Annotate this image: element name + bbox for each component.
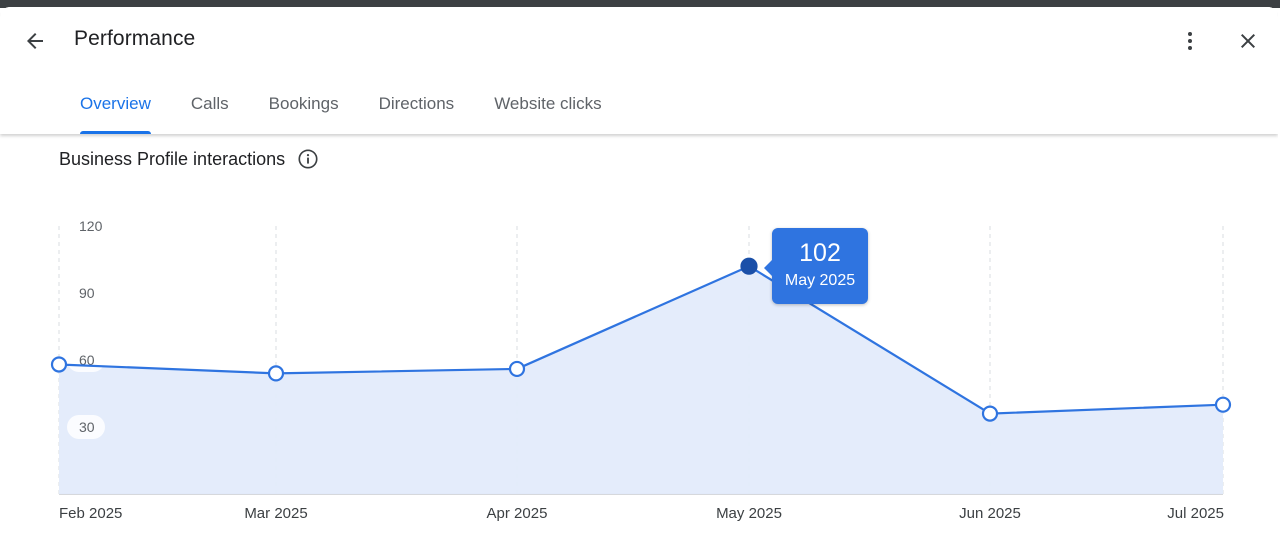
y-tick-label: 120 [79, 218, 103, 234]
backdrop-strip [0, 0, 1280, 8]
tab-overview[interactable]: Overview [60, 79, 171, 134]
tab-bar: Overview Calls Bookings Directions Websi… [60, 79, 622, 134]
more-vert-icon [1188, 32, 1192, 50]
more-options-button[interactable] [1173, 24, 1207, 58]
y-tick-backdrop [67, 415, 105, 439]
x-tick-label: Mar 2025 [244, 505, 307, 522]
x-tick-label: Jul 2025 [1167, 505, 1224, 522]
dialog-header: Performance Overview Calls Bookings Dire… [0, 7, 1278, 134]
back-button[interactable] [18, 24, 52, 58]
x-tick-label: May 2025 [716, 505, 782, 522]
y-tick-120: 120 [79, 218, 103, 234]
info-icon[interactable] [297, 148, 319, 170]
tab-website-clicks[interactable]: Website clicks [494, 94, 602, 113]
close-button[interactable] [1231, 24, 1265, 58]
performance-dialog: Performance Overview Calls Bookings Dire… [0, 7, 1278, 552]
series-line [58, 265, 1224, 415]
y-tick-30: 30 [67, 415, 105, 439]
x-tick-label: Feb 2025 [59, 505, 122, 522]
y-tick-label: 90 [79, 285, 95, 301]
x-tick-label: Apr 2025 [487, 505, 548, 522]
y-tick-label: 30 [79, 419, 95, 435]
tab-bookings[interactable]: Bookings [268, 94, 339, 113]
data-point-jun-2025[interactable] [981, 405, 999, 422]
tooltip-value: 102 [799, 239, 841, 267]
page-title: Performance [74, 27, 196, 50]
chart-tooltip: 102 May 2025 [764, 228, 868, 304]
data-point-mar-2025[interactable] [267, 365, 285, 382]
data-point-jul-2025[interactable] [1214, 396, 1232, 413]
tab-calls[interactable]: Calls [190, 94, 229, 113]
close-icon [1241, 34, 1255, 48]
data-point-feb-2025[interactable] [50, 356, 68, 373]
y-tick-label: 60 [79, 352, 95, 368]
tab-directions[interactable]: Directions [378, 94, 455, 113]
data-point-may-2025[interactable] [740, 257, 758, 275]
y-tick-60: 60 [67, 348, 105, 372]
data-point-apr-2025[interactable] [508, 360, 526, 378]
tooltip-label: May 2025 [784, 272, 856, 289]
series-area [59, 266, 1223, 494]
arrow-back-icon [27, 33, 43, 49]
section-title: Business Profile interactions [59, 148, 286, 169]
x-tick-label: Jun 2025 [959, 505, 1021, 522]
y-tick-90: 90 [79, 285, 95, 301]
interactions-chart: 120 90 60 30 Feb 2025 Mar 2025 Apr 2025 May 20… [50, 218, 1232, 522]
section-heading: Business Profile interactions [59, 148, 319, 170]
